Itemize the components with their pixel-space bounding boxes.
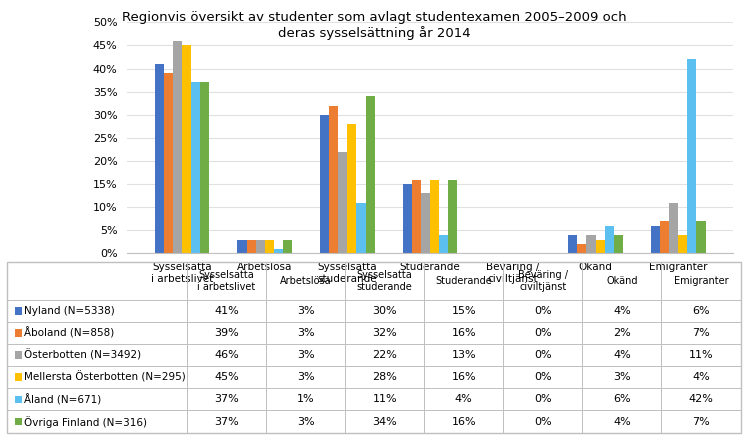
Text: 37%: 37% [214, 416, 239, 427]
Bar [412, 180, 421, 253]
Bar [182, 45, 191, 253]
Bar [577, 244, 586, 253]
Bar [15, 329, 22, 337]
Text: 0%: 0% [534, 395, 551, 404]
Text: 0%: 0% [534, 306, 551, 316]
Text: 3%: 3% [613, 372, 631, 382]
Text: 3%: 3% [297, 306, 314, 316]
Text: 0%: 0% [534, 372, 551, 382]
Text: 1%: 1% [297, 395, 314, 404]
Text: Studerande: Studerande [435, 276, 492, 286]
Text: 45%: 45% [214, 372, 239, 382]
Text: 37%: 37% [214, 395, 239, 404]
Text: 13%: 13% [452, 350, 476, 360]
Text: 0%: 0% [534, 350, 551, 360]
Text: Åland (N=671): Åland (N=671) [24, 394, 101, 405]
Text: Okänd: Okänd [606, 276, 637, 286]
Text: 41%: 41% [214, 306, 239, 316]
Text: 6%: 6% [692, 306, 710, 316]
Text: 6%: 6% [613, 395, 631, 404]
Text: 15%: 15% [452, 306, 476, 316]
Text: 7%: 7% [692, 416, 710, 427]
Text: Åboland (N=858): Åboland (N=858) [24, 327, 114, 339]
Text: 0%: 0% [534, 328, 551, 338]
Bar [687, 59, 696, 253]
Text: 4%: 4% [455, 395, 473, 404]
Bar [247, 239, 256, 253]
Bar [15, 373, 22, 381]
Text: 46%: 46% [214, 350, 239, 360]
Text: Regionvis översikt av studenter som avlagt studentexamen 2005–2009 och
deras sys: Regionvis översikt av studenter som avla… [122, 11, 626, 40]
Bar [347, 124, 357, 253]
Bar [678, 235, 687, 253]
Bar [155, 64, 164, 253]
Bar [696, 221, 705, 253]
Bar [191, 83, 200, 253]
Text: 2%: 2% [613, 328, 631, 338]
Bar [320, 115, 329, 253]
Text: Övriga Finland (N=316): Övriga Finland (N=316) [24, 416, 147, 427]
Bar [15, 395, 22, 403]
Bar [15, 307, 22, 315]
Text: 0%: 0% [534, 416, 551, 427]
Text: 4%: 4% [613, 350, 631, 360]
Text: Österbotten (N=3492): Österbotten (N=3492) [24, 349, 141, 361]
Text: Arbetslösa: Arbetslösa [280, 276, 331, 286]
Bar [448, 180, 457, 253]
Text: 7%: 7% [692, 328, 710, 338]
Text: 16%: 16% [452, 372, 476, 382]
Bar [366, 96, 375, 253]
Text: 4%: 4% [613, 306, 631, 316]
Text: 39%: 39% [214, 328, 239, 338]
Text: 3%: 3% [297, 328, 314, 338]
Bar [660, 221, 669, 253]
Text: 28%: 28% [373, 372, 397, 382]
Bar [586, 235, 595, 253]
Text: Emigranter: Emigranter [674, 276, 729, 286]
Text: 32%: 32% [373, 328, 397, 338]
Bar [7, 262, 741, 433]
Text: 16%: 16% [452, 328, 476, 338]
Text: 16%: 16% [452, 416, 476, 427]
Text: Mellersta Österbotten (N=295): Mellersta Österbotten (N=295) [24, 371, 186, 383]
Bar [421, 193, 430, 253]
Text: 4%: 4% [613, 416, 631, 427]
Text: 3%: 3% [297, 372, 314, 382]
Text: Nyland (N=5338): Nyland (N=5338) [24, 306, 114, 316]
Bar [265, 239, 274, 253]
Bar [568, 235, 577, 253]
Bar [595, 239, 604, 253]
Text: 3%: 3% [297, 350, 314, 360]
Bar [338, 152, 347, 253]
Bar [274, 249, 283, 253]
Text: 34%: 34% [373, 416, 397, 427]
Bar [439, 235, 448, 253]
Bar [651, 226, 660, 253]
Text: 42%: 42% [689, 395, 714, 404]
Bar [164, 73, 173, 253]
Text: 4%: 4% [692, 372, 710, 382]
Text: 3%: 3% [297, 416, 314, 427]
Bar [200, 83, 209, 253]
Bar [604, 226, 613, 253]
Text: Sysselsatta
i arbetslivet: Sysselsatta i arbetslivet [197, 270, 256, 292]
Bar [669, 203, 678, 253]
Text: 11%: 11% [373, 395, 397, 404]
Text: Beväring /
civiltjänst: Beväring / civiltjänst [518, 270, 568, 292]
Bar [237, 239, 247, 253]
Bar [15, 351, 22, 359]
Text: 30%: 30% [373, 306, 397, 316]
Text: 22%: 22% [373, 350, 397, 360]
Bar [283, 239, 292, 253]
Bar [329, 106, 338, 253]
Text: 11%: 11% [689, 350, 714, 360]
Text: Sysselsatta
studerande: Sysselsatta studerande [357, 270, 413, 292]
Bar [613, 235, 623, 253]
Bar [430, 180, 439, 253]
Bar [173, 41, 182, 253]
Bar [357, 203, 366, 253]
Bar [15, 418, 22, 426]
Bar [403, 184, 412, 253]
Bar [256, 239, 265, 253]
